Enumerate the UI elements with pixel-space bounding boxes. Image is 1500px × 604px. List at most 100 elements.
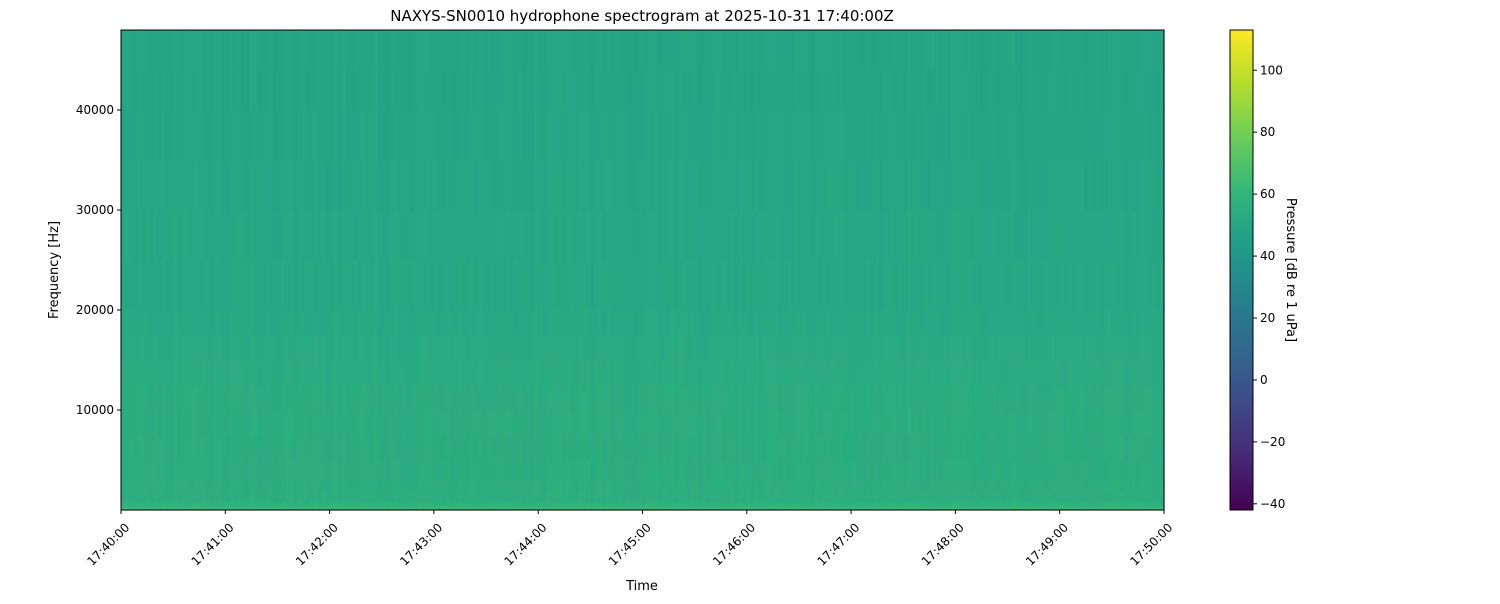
- spectrogram-cell: [478, 507, 483, 511]
- spectrogram-cell: [1135, 310, 1141, 336]
- spectrogram-cell: [181, 260, 186, 311]
- spectrogram-cell: [554, 110, 559, 161]
- spectrogram-cell: [618, 507, 624, 511]
- spectrogram-cell: [626, 490, 632, 501]
- spectrogram-cell: [478, 460, 483, 481]
- spectrogram-cell: [1027, 335, 1033, 361]
- spectrogram-cell: [915, 490, 920, 501]
- spectrogram-cell: [662, 260, 668, 311]
- spectrogram-cell: [333, 460, 339, 481]
- spectrogram-cell: [377, 260, 383, 311]
- spectrogram-cell: [289, 507, 295, 511]
- spectrogram-cell: [706, 500, 712, 504]
- spectrogram-cell: [778, 460, 784, 481]
- spectrogram-cell: [313, 30, 319, 71]
- spectrogram-cell: [1083, 480, 1089, 491]
- spectrogram-cell: [566, 385, 571, 411]
- spectrogram-cell: [706, 360, 712, 386]
- spectrogram-cell: [546, 460, 551, 481]
- spectrogram-cell: [754, 335, 760, 361]
- spectrogram-cell: [457, 385, 463, 411]
- spectrogram-cell: [1095, 505, 1101, 509]
- spectrogram-cell: [843, 385, 848, 411]
- spectrogram-cell: [831, 260, 836, 311]
- spectrogram-cell: [554, 210, 559, 261]
- spectrogram-cell: [674, 460, 680, 481]
- spectrogram-cell: [863, 360, 868, 386]
- spectrogram-cell: [353, 260, 359, 311]
- spectrogram-cell: [554, 410, 559, 436]
- spectrogram-cell: [1035, 507, 1041, 511]
- spectrogram-cell: [357, 502, 363, 506]
- spectrogram-cell: [971, 70, 977, 111]
- spectrogram-cell: [963, 260, 969, 311]
- spectrogram-cell: [337, 480, 343, 491]
- spectrogram-cell: [1075, 502, 1081, 506]
- spectrogram-cell: [550, 507, 555, 511]
- spectrogram-cell: [265, 360, 271, 386]
- spectrogram-cell: [325, 70, 331, 111]
- spectrogram-cell: [726, 360, 732, 386]
- spectrogram-cell: [397, 507, 403, 511]
- spectrogram-cell: [618, 480, 624, 491]
- spectrogram-cell: [1123, 260, 1129, 311]
- spectrogram-cell: [490, 505, 495, 509]
- spectrogram-cell: [1147, 505, 1153, 509]
- spectrogram-cell: [329, 110, 335, 161]
- spectrogram-cell: [1151, 30, 1157, 71]
- spectrogram-cell: [522, 110, 527, 161]
- spectrogram-cell: [546, 490, 551, 501]
- spectrogram-cell: [666, 480, 672, 491]
- spectrogram-cell: [859, 502, 864, 506]
- spectrogram-cell: [678, 435, 684, 461]
- spectrogram-cell: [674, 310, 680, 336]
- spectrogram-cell: [197, 500, 202, 504]
- spectrogram-cell: [887, 310, 892, 336]
- spectrogram-cell: [165, 260, 170, 311]
- spectrogram-cell: [983, 490, 989, 501]
- spectrogram-cell: [790, 70, 796, 111]
- spectrogram-cell: [895, 435, 900, 461]
- spectrogram-cell: [433, 500, 439, 504]
- spectrogram-cell: [389, 460, 395, 481]
- spectrogram-cell: [802, 500, 808, 504]
- spectrogram-cell: [173, 360, 178, 386]
- spectrogram-cell: [971, 480, 977, 491]
- spectrogram-cell: [325, 385, 331, 411]
- spectrogram-cell: [1151, 210, 1157, 261]
- spectrogram-cell: [1083, 210, 1089, 261]
- spectrogram-cell: [325, 480, 331, 491]
- spectrogram-cell: [494, 435, 499, 461]
- spectrogram-cell: [433, 410, 439, 436]
- spectrogram-cell: [285, 335, 291, 361]
- spectrogram-cell: [482, 385, 487, 411]
- spectrogram-cell: [706, 260, 712, 311]
- spectrogram-cell: [802, 110, 808, 161]
- spectrogram-cell: [1103, 110, 1109, 161]
- spectrogram-cell: [129, 310, 134, 336]
- spectrogram-cell: [939, 460, 944, 481]
- spectrogram-cell: [145, 460, 150, 481]
- spectrogram-cell: [361, 160, 367, 211]
- spectrogram-cell: [839, 70, 844, 111]
- spectrogram-cell: [574, 335, 579, 361]
- spectrogram-cell: [1031, 160, 1037, 211]
- spectrogram-cell: [421, 260, 427, 311]
- spectrogram-cell: [614, 435, 620, 461]
- spectrogram-cell: [193, 385, 198, 411]
- spectrogram-cell: [630, 410, 636, 436]
- spectrogram-cell: [173, 30, 178, 71]
- spectrogram-cell: [582, 505, 587, 509]
- x-tick-label: 17:48:00: [919, 520, 967, 568]
- spectrogram-cell: [293, 160, 299, 211]
- spectrogram-cell: [461, 480, 467, 491]
- spectrogram-cell: [794, 385, 800, 411]
- spectrogram-cell: [1031, 480, 1037, 491]
- spectrogram-cell: [281, 385, 287, 411]
- spectrogram-cell: [630, 70, 636, 111]
- spectrogram-cell: [987, 505, 993, 509]
- spectrogram-cell: [606, 502, 612, 506]
- spectrogram-cell: [209, 460, 214, 481]
- spectrogram-cell: [297, 500, 303, 504]
- spectrogram-cell: [718, 70, 724, 111]
